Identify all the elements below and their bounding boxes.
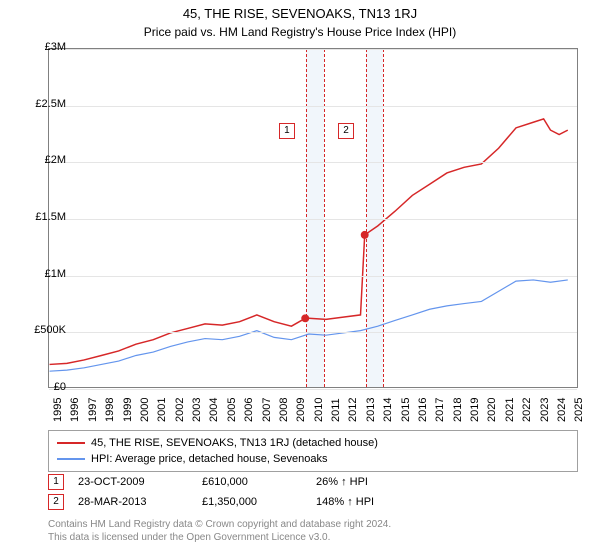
chart-container: 45, THE RISE, SEVENOAKS, TN13 1RJ Price … — [0, 0, 600, 560]
x-tick-label: 2008 — [278, 398, 290, 422]
x-tick-label: 2007 — [261, 398, 273, 422]
x-tick-label: 2019 — [469, 398, 481, 422]
legend-swatch — [57, 442, 85, 444]
y-tick-label: £0 — [22, 381, 66, 393]
legend-label: 45, THE RISE, SEVENOAKS, TN13 1RJ (detac… — [91, 435, 378, 451]
sale-pct-vs-hpi: 148% ↑ HPI — [316, 496, 436, 508]
x-tick-label: 1999 — [122, 398, 134, 422]
x-tick-label: 2017 — [434, 398, 446, 422]
x-tick-label: 2016 — [417, 398, 429, 422]
y-tick-label: £2.5M — [22, 98, 66, 110]
y-tick-label: £3M — [22, 41, 66, 53]
x-tick-label: 2002 — [174, 398, 186, 422]
gridline — [49, 332, 577, 333]
sale-price: £610,000 — [202, 476, 302, 488]
x-tick-label: 2013 — [365, 398, 377, 422]
x-tick-label: 2014 — [382, 398, 394, 422]
x-tick-label: 2018 — [452, 398, 464, 422]
x-tick-label: 2021 — [504, 398, 516, 422]
x-tick-label: 2015 — [400, 398, 412, 422]
sale-date: 28-MAR-2013 — [78, 496, 188, 508]
x-tick-label: 2009 — [295, 398, 307, 422]
sale-marker — [361, 231, 369, 239]
x-tick-label: 2024 — [556, 398, 568, 422]
gridline — [49, 49, 577, 50]
y-tick-label: £500K — [22, 324, 66, 336]
y-tick-label: £2M — [22, 154, 66, 166]
x-tick-label: 2003 — [191, 398, 203, 422]
gridline — [49, 219, 577, 220]
sale-index-box: 2 — [48, 494, 64, 510]
series-property — [50, 119, 568, 365]
gridline — [49, 162, 577, 163]
legend-row: HPI: Average price, detached house, Seve… — [57, 451, 569, 467]
x-tick-label: 2011 — [330, 398, 342, 422]
chart-svg — [49, 49, 577, 387]
sale-row: 2 28-MAR-2013 £1,350,000 148% ↑ HPI — [48, 492, 578, 512]
gridline — [49, 276, 577, 277]
x-tick-label: 2005 — [226, 398, 238, 422]
callout-2: 2 — [338, 123, 354, 139]
sale-row: 1 23-OCT-2009 £610,000 26% ↑ HPI — [48, 472, 578, 492]
x-tick-label: 1996 — [69, 398, 81, 422]
gridline — [49, 389, 577, 390]
gridline — [49, 106, 577, 107]
x-tick-label: 2012 — [347, 398, 359, 422]
series-hpi — [50, 280, 568, 371]
x-tick-label: 1997 — [87, 398, 99, 422]
legend-row: 45, THE RISE, SEVENOAKS, TN13 1RJ (detac… — [57, 435, 569, 451]
sale-price: £1,350,000 — [202, 496, 302, 508]
x-tick-label: 2023 — [539, 398, 551, 422]
title-address: 45, THE RISE, SEVENOAKS, TN13 1RJ — [0, 0, 600, 21]
sales-table: 1 23-OCT-2009 £610,000 26% ↑ HPI 2 28-MAR-201… — [48, 472, 578, 512]
x-tick-label: 2000 — [139, 398, 151, 422]
x-tick-label: 2001 — [156, 398, 168, 422]
x-tick-label: 2004 — [208, 398, 220, 422]
x-tick-label: 2022 — [521, 398, 533, 422]
y-tick-label: £1.5M — [22, 211, 66, 223]
sale-index-box: 1 — [48, 474, 64, 490]
plot-area: 12 — [48, 48, 578, 388]
legend-label: HPI: Average price, detached house, Seve… — [91, 451, 327, 467]
x-tick-label: 1995 — [52, 398, 64, 422]
sale-pct-vs-hpi: 26% ↑ HPI — [316, 476, 436, 488]
footer-line1: Contains HM Land Registry data © Crown c… — [48, 518, 578, 531]
title-subtitle: Price paid vs. HM Land Registry's House … — [0, 21, 600, 45]
sale-marker — [301, 314, 309, 322]
x-tick-label: 2020 — [486, 398, 498, 422]
callout-1: 1 — [279, 123, 295, 139]
legend-swatch — [57, 458, 85, 460]
footer-line2: This data is licensed under the Open Gov… — [48, 531, 578, 544]
x-tick-label: 1998 — [104, 398, 116, 422]
legend-box: 45, THE RISE, SEVENOAKS, TN13 1RJ (detac… — [48, 430, 578, 472]
y-tick-label: £1M — [22, 268, 66, 280]
x-tick-label: 2006 — [243, 398, 255, 422]
x-tick-label: 2010 — [313, 398, 325, 422]
x-tick-label: 2025 — [573, 398, 585, 422]
sale-date: 23-OCT-2009 — [78, 476, 188, 488]
footer-note: Contains HM Land Registry data © Crown c… — [48, 518, 578, 544]
